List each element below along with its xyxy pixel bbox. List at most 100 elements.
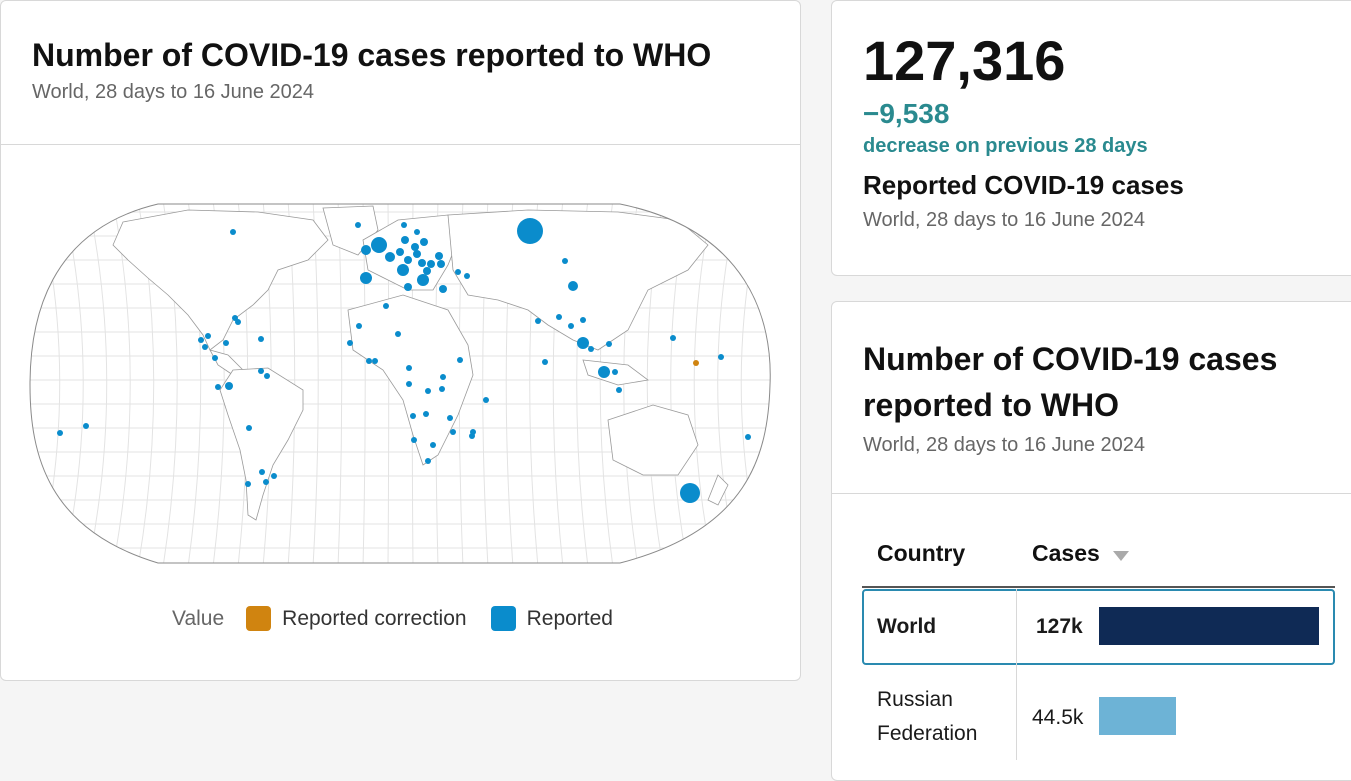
case-bubble-reported[interactable] [259,469,265,475]
case-bubble-correction[interactable] [693,360,699,366]
case-bubble-reported[interactable] [347,340,353,346]
case-bubble-reported[interactable] [425,388,431,394]
case-bubble-reported[interactable] [745,434,751,440]
case-bubble-reported[interactable] [401,236,409,244]
case-bubble-reported[interactable] [439,285,447,293]
case-bubble-reported[interactable] [457,357,463,363]
case-bubble-reported[interactable] [356,323,362,329]
case-bubble-reported[interactable] [395,331,401,337]
case-bubble-reported[interactable] [258,336,264,342]
case-bubble-reported[interactable] [411,437,417,443]
row-russia-country-line2: Federation [877,722,978,745]
case-bubble-reported[interactable] [225,382,233,390]
case-bubble-reported[interactable] [360,272,372,284]
case-bubble-reported[interactable] [258,368,264,374]
case-bubble-reported[interactable] [439,386,445,392]
case-bubble-reported[interactable] [383,303,389,309]
case-bubble-reported[interactable] [372,358,378,364]
row-world-bar [1099,607,1319,645]
case-bubble-reported[interactable] [263,479,269,485]
case-bubble-reported[interactable] [612,369,618,375]
case-bubble-reported[interactable] [396,248,404,256]
case-bubble-reported[interactable] [606,341,612,347]
case-bubble-reported[interactable] [464,273,470,279]
case-bubble-reported[interactable] [455,269,461,275]
case-bubble-reported[interactable] [517,218,543,244]
case-bubble-reported[interactable] [430,442,436,448]
case-bubble-reported[interactable] [205,333,211,339]
case-bubble-reported[interactable] [616,387,622,393]
case-bubble-reported[interactable] [440,374,446,380]
case-bubble-reported[interactable] [450,429,456,435]
case-bubble-reported[interactable] [230,229,236,235]
case-bubble-reported[interactable] [420,238,428,246]
cases-change-note: decrease on previous 28 days [863,135,1148,157]
case-bubble-reported[interactable] [198,337,204,343]
case-bubble-reported[interactable] [562,258,568,264]
case-bubble-reported[interactable] [271,473,277,479]
case-bubbles[interactable] [57,218,751,503]
case-bubble-reported[interactable] [83,423,89,429]
case-bubble-reported[interactable] [401,222,407,228]
case-bubble-reported[interactable] [406,365,412,371]
graticule-meridian [740,204,764,563]
case-bubble-reported[interactable] [580,317,586,323]
case-bubble-reported[interactable] [57,430,63,436]
case-bubble-reported[interactable] [388,254,394,260]
case-bubble-reported[interactable] [535,318,541,324]
case-bubble-reported[interactable] [410,413,416,419]
case-bubble-reported[interactable] [469,433,475,439]
case-bubble-reported[interactable] [361,245,371,255]
case-bubble-reported[interactable] [232,315,238,321]
case-bubble-reported[interactable] [588,346,594,352]
map-title: Number of COVID-19 cases reported to WHO [32,37,712,73]
case-bubble-reported[interactable] [414,229,420,235]
case-bubble-reported[interactable] [264,373,270,379]
column-header-cases-label: Cases [1032,540,1100,566]
case-bubble-reported[interactable] [718,354,724,360]
case-bubble-reported[interactable] [215,384,221,390]
legend-item-reported[interactable]: Reported [490,606,613,631]
case-bubble-reported[interactable] [568,323,574,329]
column-header-country[interactable]: Country [877,540,965,567]
case-bubble-reported[interactable] [246,425,252,431]
case-bubble-reported[interactable] [542,359,548,365]
row-russia-country-line1: Russian [877,688,953,711]
world-map[interactable] [28,200,773,567]
case-bubble-reported[interactable] [568,281,578,291]
case-bubble-reported[interactable] [223,340,229,346]
case-bubble-reported[interactable] [406,381,412,387]
case-bubble-reported[interactable] [670,335,676,341]
case-bubble-reported[interactable] [483,397,489,403]
column-header-country-label: Country [877,540,966,566]
case-bubble-reported[interactable] [411,243,419,251]
case-bubble-reported[interactable] [212,355,218,361]
case-bubble-reported[interactable] [556,314,562,320]
case-bubble-reported[interactable] [427,260,435,268]
case-bubble-reported[interactable] [404,283,412,291]
case-bubble-reported[interactable] [447,415,453,421]
case-bubble-reported[interactable] [397,264,409,276]
legend-item-reported-correction[interactable]: Reported correction [246,606,467,631]
case-bubble-reported[interactable] [435,252,443,260]
case-bubble-reported[interactable] [598,366,610,378]
case-bubble-reported[interactable] [680,483,700,503]
column-header-cases[interactable]: Cases [1032,540,1129,567]
case-bubble-reported[interactable] [366,358,372,364]
case-bubble-reported[interactable] [577,337,589,349]
case-bubble-reported[interactable] [355,222,361,228]
case-bubble-reported[interactable] [437,260,445,268]
summary-title: Reported COVID-19 cases [863,170,1184,200]
case-bubble-reported[interactable] [425,458,431,464]
case-bubble-reported[interactable] [417,274,429,286]
case-bubble-reported[interactable] [202,344,208,350]
case-bubble-reported[interactable] [413,250,421,258]
case-bubble-reported[interactable] [371,237,387,253]
graticule-meridian [37,204,61,563]
table-row-world[interactable] [862,589,1335,665]
case-bubble-reported[interactable] [423,267,431,275]
case-bubble-reported[interactable] [423,411,429,417]
case-bubble-reported[interactable] [404,256,412,264]
case-bubble-reported[interactable] [418,259,426,267]
case-bubble-reported[interactable] [245,481,251,487]
